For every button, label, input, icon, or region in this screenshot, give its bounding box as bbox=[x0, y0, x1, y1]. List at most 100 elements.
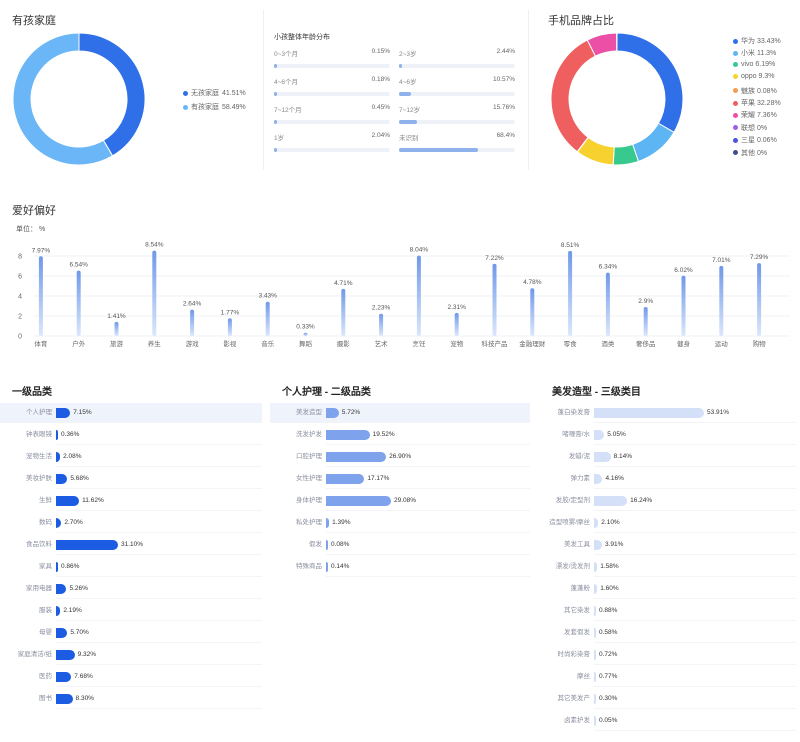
category-bar bbox=[594, 650, 596, 660]
row-divider bbox=[56, 664, 262, 665]
donut-slice-无孩家庭 bbox=[78, 32, 146, 157]
x-tick-label: 奢侈品 bbox=[636, 339, 656, 348]
level1-row[interactable]: 食品饮料 31.10% bbox=[0, 535, 262, 555]
level2-row[interactable]: 女性护理 17.17% bbox=[270, 469, 530, 489]
hobby-bar-旅游 bbox=[114, 321, 119, 336]
category-value: 1.58% bbox=[600, 563, 619, 570]
level1-row[interactable]: 家庭清洁/纸 9.32% bbox=[0, 645, 262, 665]
phone-legend-item: vivo 6.19% bbox=[733, 61, 775, 68]
category-bar bbox=[326, 496, 391, 506]
row-divider bbox=[594, 708, 796, 709]
legend-label: 苹果 32.28% bbox=[741, 100, 781, 107]
age-label: 7~12个月 bbox=[274, 107, 302, 114]
level3-row[interactable]: 蓬蓬粉 1.60% bbox=[538, 579, 796, 599]
legend-dot bbox=[733, 137, 738, 143]
x-tick-label: 运动 bbox=[715, 340, 729, 348]
data-label: 4.71% bbox=[334, 280, 353, 287]
level1-row[interactable]: 个人护理 7.15% bbox=[0, 403, 262, 423]
level3-row[interactable]: 漂发/烫发剂 1.58% bbox=[538, 557, 796, 577]
phone-legend-item: 其他 0% bbox=[733, 148, 767, 158]
age-label: 7~12岁 bbox=[399, 107, 421, 114]
category-label: 美妆护肤 bbox=[26, 475, 52, 482]
level2-row[interactable]: 美发造型 5.72% bbox=[270, 403, 530, 423]
level2-row[interactable]: 私处护理 1.39% bbox=[270, 513, 530, 533]
age-label: 未识别 bbox=[399, 135, 419, 142]
level2-title: 个人护理 - 二级品类 bbox=[282, 387, 371, 398]
category-bar bbox=[56, 562, 58, 572]
level2-row[interactable]: 洗发护发 19.52% bbox=[270, 425, 530, 445]
age-fill-bar bbox=[274, 92, 277, 96]
category-bar bbox=[594, 474, 603, 484]
category-value: 8.14% bbox=[613, 453, 633, 460]
data-label: 7.97% bbox=[32, 247, 51, 254]
level3-row[interactable]: 其它美发产 0.30% bbox=[538, 689, 796, 709]
age-item: 0~3个月 0.15% bbox=[274, 48, 390, 80]
category-value: 2.08% bbox=[63, 453, 82, 460]
category-bar bbox=[56, 672, 72, 682]
level2-row[interactable]: 口腔护理 26.90% bbox=[270, 447, 530, 467]
category-bar bbox=[56, 430, 58, 440]
age-title: 小孩整体年龄分布 bbox=[274, 34, 330, 41]
level3-row[interactable]: 摩丝 0.77% bbox=[538, 667, 796, 687]
category-value: 31.10% bbox=[121, 541, 144, 548]
level2-row[interactable]: 特殊商品 0.14% bbox=[270, 557, 530, 577]
level1-row[interactable]: 服装 2.19% bbox=[0, 601, 262, 621]
legend-label: 华为 33.43% bbox=[741, 38, 781, 45]
level2-row[interactable]: 身体护理 29.08% bbox=[270, 491, 530, 511]
level3-row[interactable]: 美发工具 3.91% bbox=[538, 535, 796, 555]
x-tick-label: 金融理财 bbox=[519, 339, 546, 348]
hobby-bar-奢侈品 bbox=[643, 307, 648, 336]
level2-row[interactable]: 假发 0.08% bbox=[270, 535, 530, 555]
category-label: 时尚彩染膏 bbox=[557, 651, 591, 658]
level3-row[interactable]: 发蜡/泥 8.14% bbox=[538, 447, 796, 467]
level1-row[interactable]: 家具 0.86% bbox=[0, 557, 262, 577]
category-label: 假发 bbox=[309, 541, 322, 548]
category-bar bbox=[56, 540, 118, 550]
level3-row[interactable]: 卤素护发 0.05% bbox=[538, 711, 796, 731]
level1-row[interactable]: 生鲜 11.62% bbox=[0, 491, 262, 511]
level1-row[interactable]: 医药 7.68% bbox=[0, 667, 262, 687]
row-divider bbox=[594, 444, 796, 445]
category-value: 1.39% bbox=[332, 519, 351, 526]
level3-row[interactable]: 弹力素 4.16% bbox=[538, 469, 796, 489]
row-divider bbox=[594, 532, 796, 533]
level1-row[interactable]: 家用电器 5.26% bbox=[0, 579, 262, 599]
level1-row[interactable]: 图书 8.30% bbox=[0, 689, 262, 709]
level1-row[interactable]: 美妆护肤 5.68% bbox=[0, 469, 262, 489]
level3-row[interactable]: 啫喱膏/水 5.05% bbox=[538, 425, 796, 445]
phone-legend-item: 联想 0% bbox=[733, 123, 767, 133]
x-tick-label: 影视 bbox=[223, 339, 237, 348]
category-label: 医药 bbox=[39, 673, 52, 680]
level1-row[interactable]: 宠物生活 2.08% bbox=[0, 447, 262, 467]
data-label: 7.29% bbox=[750, 254, 769, 261]
category-bar bbox=[594, 584, 598, 594]
age-track bbox=[274, 120, 390, 124]
age-track bbox=[399, 120, 515, 124]
hobby-unit: 单位： % bbox=[16, 226, 46, 233]
category-value: 2.10% bbox=[601, 519, 620, 526]
row-divider bbox=[56, 620, 262, 621]
level1-row[interactable]: 数码 2.70% bbox=[0, 513, 262, 533]
hobby-bar-宠物 bbox=[454, 312, 459, 336]
x-tick-label: 烹饪 bbox=[412, 339, 426, 348]
level3-row[interactable]: 其它染发 0.88% bbox=[538, 601, 796, 621]
level1-row[interactable]: 钟表眼镜 0.36% bbox=[0, 425, 262, 445]
row-divider bbox=[56, 576, 262, 577]
level1-row[interactable]: 母婴 5.70% bbox=[0, 623, 262, 643]
x-tick-label: 户外 bbox=[72, 339, 86, 348]
row-divider bbox=[326, 488, 530, 489]
level3-row[interactable]: 蓬白染发膏 53.91% bbox=[538, 403, 796, 423]
level3-row[interactable]: 发套假发 0.58% bbox=[538, 623, 796, 643]
level3-row[interactable]: 时尚彩染膏 0.72% bbox=[538, 645, 796, 665]
legend-dot bbox=[733, 125, 738, 131]
age-value: 15.76% bbox=[492, 104, 515, 111]
age-label: 4~6个月 bbox=[274, 79, 299, 86]
category-bar bbox=[594, 540, 602, 550]
row-divider bbox=[56, 422, 262, 423]
level3-row[interactable]: 发胶/定型剂 16.24% bbox=[538, 491, 796, 511]
category-value: 5.26% bbox=[69, 585, 88, 592]
category-bar bbox=[56, 650, 75, 660]
hobby-bar-影视 bbox=[227, 318, 232, 336]
category-value: 0.88% bbox=[599, 607, 618, 614]
level3-row[interactable]: 造型喷雾/摩丝 2.10% bbox=[538, 513, 796, 533]
